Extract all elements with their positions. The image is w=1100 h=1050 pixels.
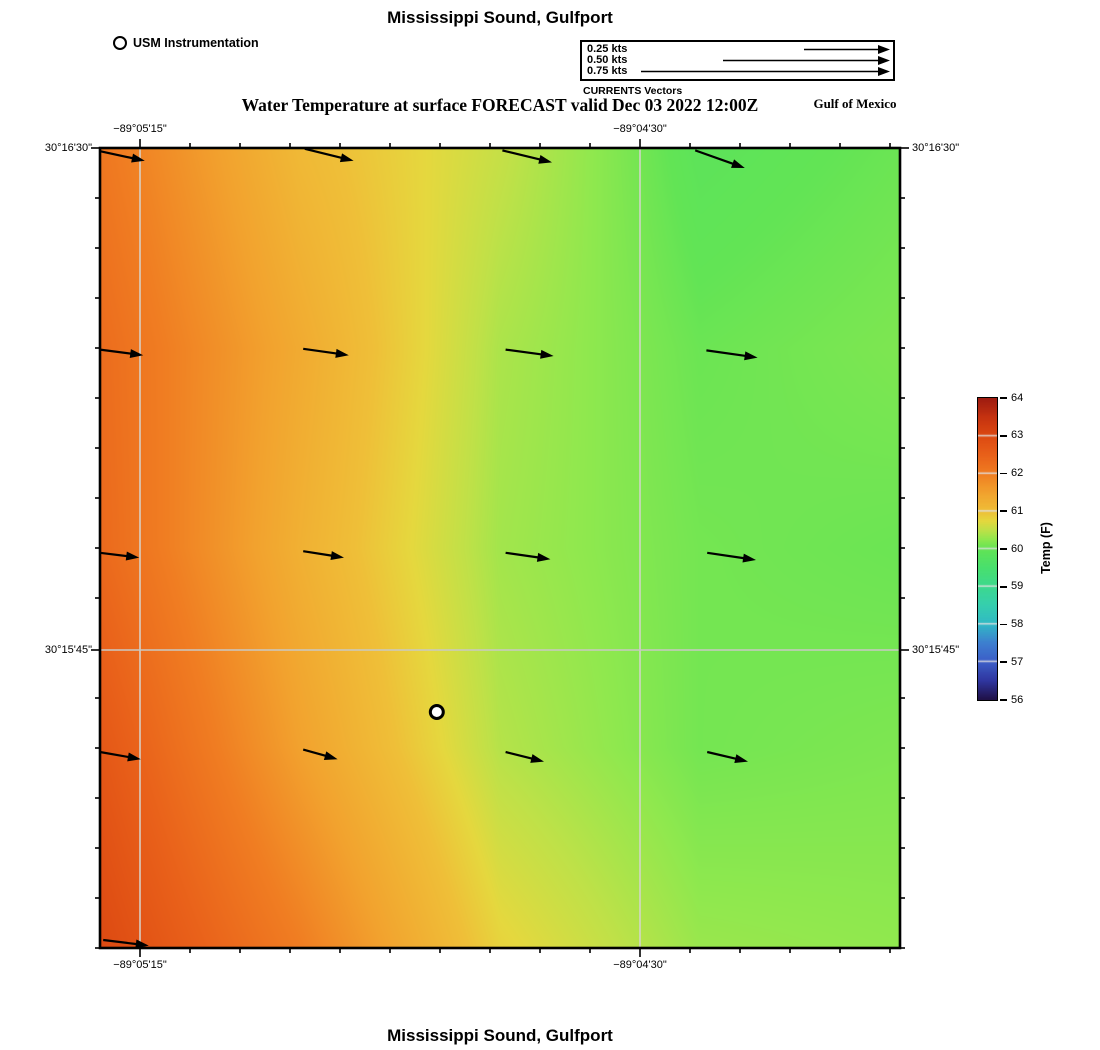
vector-legend-label-075: 0.75 kts xyxy=(587,65,628,77)
colorbar-tick-label: 56 xyxy=(1011,693,1024,706)
y-tick-label-right-2: 30°15'45" xyxy=(912,644,960,656)
legend-vector-0-head xyxy=(878,45,890,54)
station-marker-icon xyxy=(113,36,127,50)
vector-legend-caption: CURRENTS Vectors xyxy=(583,85,683,97)
x-tick-label-bottom-2: −89°04'30" xyxy=(613,959,667,971)
legend-vector-1-head xyxy=(878,56,890,65)
colorbar-tick-label: 59 xyxy=(1011,580,1024,593)
y-tick-label-left-2: 30°15'45" xyxy=(44,644,92,656)
vector-legend-box: 0.25 kts 0.50 kts 0.75 kts xyxy=(580,40,895,81)
x-tick-label-top-2: −89°04'30" xyxy=(613,123,667,135)
colorbar-tick-label: 61 xyxy=(1011,504,1024,517)
colorbar-tick-mark xyxy=(1000,585,1007,588)
colorbar-tick-label: 62 xyxy=(1011,467,1024,479)
footer-title: Mississippi Sound, Gulfport xyxy=(387,1026,613,1045)
figure-title: Mississippi Sound, Gulfport xyxy=(387,8,613,27)
figure-subtitle: Water Temperature at surface FORECAST va… xyxy=(241,95,759,115)
y-tick-label-left-1: 30°16'30" xyxy=(44,142,92,154)
colorbar-tick-mark xyxy=(1000,623,1007,626)
colorbar-tick-mark xyxy=(1000,548,1007,550)
colorbar-tick-mark xyxy=(1000,434,1007,437)
temperature-heatmap xyxy=(100,148,900,948)
x-tick-label-top-1: −89°05'15" xyxy=(113,123,167,135)
y-tick-label-right-1: 30°16'30" xyxy=(912,142,960,154)
colorbar-gradient xyxy=(978,398,997,700)
colorbar-axis-label: Temp (F) xyxy=(1039,522,1053,574)
colorbar-tick-label: 58 xyxy=(1011,618,1024,630)
legend-vector-2-head xyxy=(878,67,890,76)
colorbar-tick-mark xyxy=(1000,397,1007,399)
x-tick-label-bottom-1: −89°05'15" xyxy=(113,959,167,971)
colorbar-tick-mark xyxy=(1000,510,1007,513)
colorbar-tick-mark xyxy=(1000,472,1007,475)
colorbar-tick-mark xyxy=(1000,699,1007,701)
station-legend-label: USM Instrumentation xyxy=(133,36,259,50)
colorbar-tick-label: 63 xyxy=(1011,429,1024,442)
vector-legend-label-050: 0.50 kts xyxy=(587,54,628,66)
colorbar xyxy=(977,397,998,701)
colorbar-tick-label: 60 xyxy=(1011,542,1024,555)
colorbar-tick-mark xyxy=(1000,661,1007,664)
colorbar-tick-label: 57 xyxy=(1011,655,1024,668)
region-label: Gulf of Mexico xyxy=(813,96,897,111)
vector-legend-arrows xyxy=(641,45,890,76)
vector-legend-label-025: 0.25 kts xyxy=(587,43,628,55)
colorbar-tick-label: 64 xyxy=(1011,391,1024,404)
station-legend: USM Instrumentation xyxy=(113,36,259,50)
